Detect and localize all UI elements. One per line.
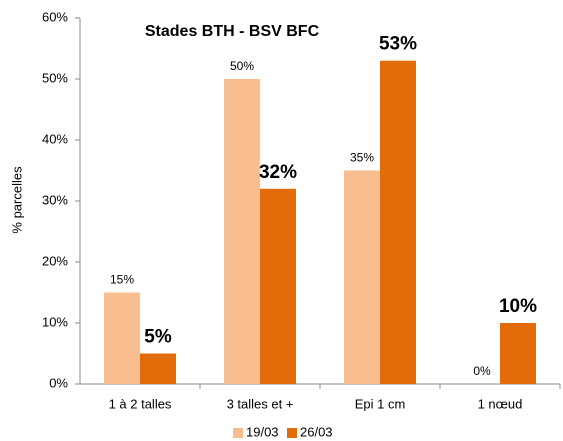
value-label: 0%: [473, 364, 491, 378]
chart-title: Stades BTH - BSV BFC: [145, 23, 320, 40]
legend-label: 26/03: [300, 424, 333, 439]
bar: [104, 292, 140, 384]
value-label: 32%: [259, 162, 297, 183]
bar: [260, 188, 296, 384]
value-label: 10%: [499, 296, 537, 317]
y-axis-label: % parcelles: [9, 166, 24, 234]
y-tick-label: 10%: [42, 314, 68, 329]
bar: [500, 323, 536, 384]
value-label: 5%: [144, 327, 172, 348]
value-label: 50%: [230, 59, 254, 73]
y-tick-label: 20%: [42, 253, 68, 268]
bar: [140, 353, 176, 384]
x-tick-label: 1 à 2 talles: [109, 396, 172, 411]
x-tick-label: Epi 1 cm: [355, 396, 406, 411]
bar: [344, 170, 380, 384]
y-tick-label: 40%: [42, 131, 68, 146]
x-tick-label: 1 nœud: [478, 396, 523, 411]
y-tick-label: 0%: [49, 375, 68, 390]
value-label: 35%: [350, 151, 374, 165]
legend-swatch: [233, 428, 243, 438]
bar: [224, 79, 260, 384]
value-label: 53%: [379, 34, 417, 55]
value-label: 15%: [110, 273, 134, 287]
y-tick-label: 50%: [42, 70, 68, 85]
y-tick-label: 60%: [42, 9, 68, 24]
legend-swatch: [287, 428, 297, 438]
x-tick-label: 3 talles et +: [227, 396, 294, 411]
bar: [380, 60, 416, 384]
legend-label: 19/03: [246, 424, 279, 439]
y-tick-label: 30%: [42, 192, 68, 207]
